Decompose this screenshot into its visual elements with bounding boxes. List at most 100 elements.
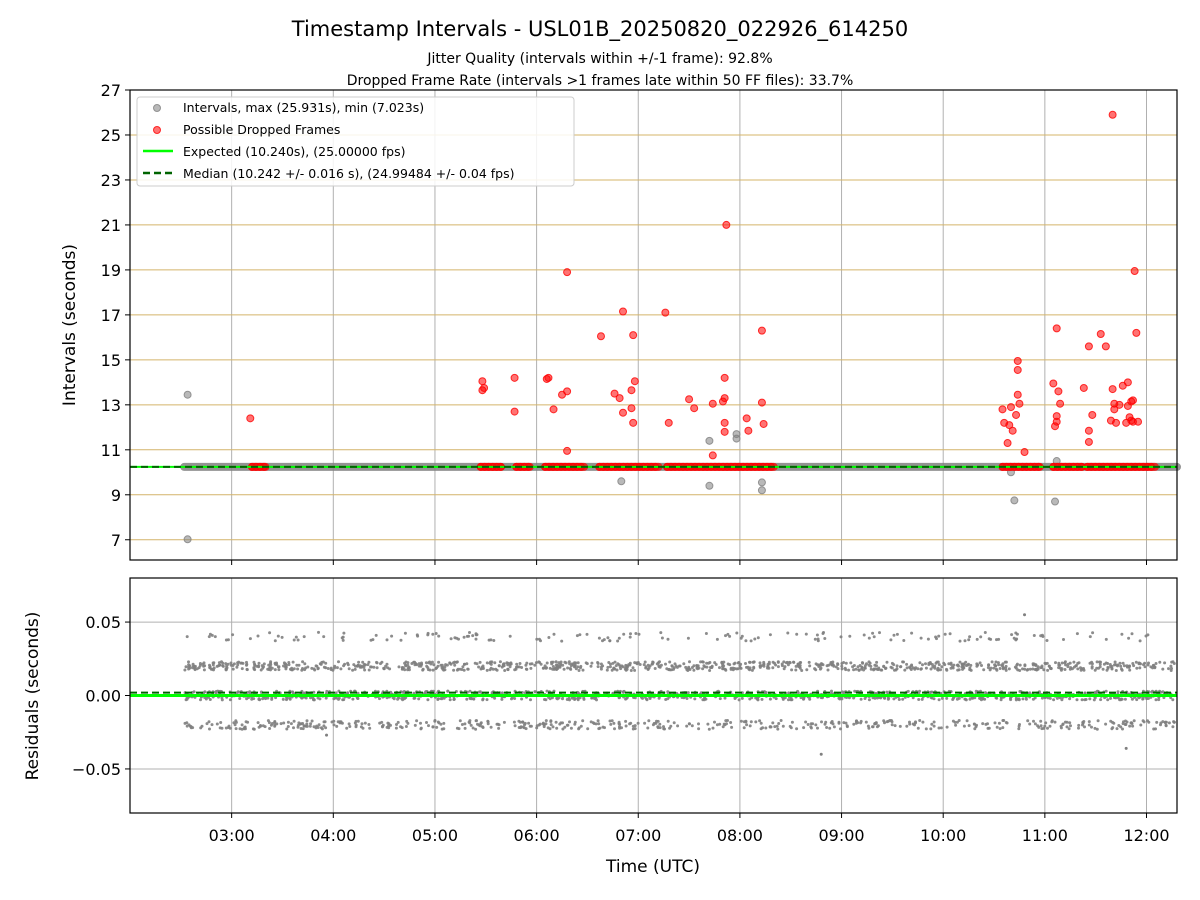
residual-point (863, 697, 867, 700)
residual-point (1080, 698, 1084, 702)
residual-point (406, 661, 410, 665)
residual-point (415, 719, 419, 723)
residual-point (674, 664, 678, 668)
residual-point (374, 633, 378, 637)
residual-point (744, 639, 748, 643)
residual-point (267, 721, 271, 725)
residual-point (517, 726, 521, 729)
residual-point (871, 631, 875, 635)
bottom-ylabel: Residuals (seconds) (23, 612, 43, 781)
residual-point (590, 696, 594, 700)
residual-point (212, 661, 216, 665)
residual-point (841, 690, 844, 694)
residual-point (563, 725, 567, 729)
residual-point (523, 721, 527, 725)
residual-point (506, 663, 510, 667)
residual-point (897, 698, 901, 701)
residual-point (724, 719, 728, 723)
dropped-frame-point (544, 373, 553, 382)
residual-point (296, 725, 300, 729)
residual-point (840, 664, 844, 668)
residual-point (314, 664, 318, 668)
residual-point (477, 690, 481, 694)
residual-point (273, 721, 277, 724)
residual-point (1033, 696, 1037, 700)
residual-point (329, 668, 333, 671)
residual-point (771, 721, 775, 725)
residual-point (750, 668, 754, 672)
residual-point (1077, 726, 1080, 730)
residual-point (687, 722, 691, 726)
residual-point (1024, 697, 1028, 701)
dropped-frame-point (627, 404, 636, 413)
residual-point (510, 696, 514, 700)
residual-point (305, 722, 309, 726)
residual-point (1171, 698, 1175, 702)
x-tick-label: 11:00 (1022, 826, 1068, 845)
residual-point (665, 667, 669, 671)
residual-point (664, 662, 667, 666)
residual-point (322, 635, 326, 639)
residual-point (1098, 660, 1101, 664)
residual-point (613, 660, 617, 664)
residual-point (213, 635, 217, 639)
residual-point (939, 668, 942, 672)
residual-point (521, 720, 525, 724)
residual-point (1015, 632, 1019, 636)
residual-point (1077, 661, 1081, 665)
residual-point (921, 663, 924, 667)
residual-point (284, 665, 288, 669)
residual-point (815, 663, 819, 667)
residual-point (356, 696, 360, 700)
residual-point (316, 696, 320, 700)
residual-point (884, 667, 887, 670)
residual-point (989, 666, 993, 670)
dropped-frame-point (1088, 410, 1097, 419)
residual-point (226, 726, 230, 729)
residual-point (319, 726, 323, 730)
residual-point (788, 661, 792, 665)
residual-point (940, 665, 944, 669)
residual-point (481, 664, 485, 668)
residual-point (518, 662, 522, 665)
residual-point (1033, 722, 1037, 726)
residual-point (930, 722, 934, 726)
residual-point (500, 697, 504, 701)
residual-point (437, 660, 441, 664)
residual-point (474, 727, 478, 731)
residual-point (585, 632, 589, 636)
x-tick-label: 06:00 (514, 826, 560, 845)
residual-point (1090, 665, 1094, 669)
residual-point (320, 660, 324, 664)
residual-point (1104, 689, 1108, 693)
residual-point (241, 661, 245, 665)
residual-point (888, 719, 892, 722)
residual-point (431, 725, 435, 729)
residual-point (653, 667, 657, 670)
residual-point (751, 660, 755, 664)
residual-point (208, 727, 211, 731)
residual-point (424, 661, 428, 665)
residual-point (636, 721, 640, 725)
residual-point (361, 660, 365, 664)
dropped-frame-point (720, 373, 729, 382)
residual-point (1069, 666, 1073, 670)
residual-point (439, 663, 443, 667)
residual-point (1044, 721, 1048, 725)
residual-point (1001, 667, 1005, 671)
residual-point (965, 719, 969, 723)
residual-point (296, 667, 300, 671)
residual-point (372, 665, 376, 669)
bottom-plot-frame (129, 577, 1178, 814)
residual-point (471, 726, 475, 730)
residual-point (643, 721, 647, 725)
residual-point (285, 727, 289, 731)
legend-median-label: Median (10.242 +/- 0.016 s), (24.99484 +… (183, 166, 514, 181)
dropped-frame-point (1108, 385, 1117, 394)
residual-point (290, 666, 294, 670)
dropped-frame-point (664, 418, 673, 427)
residual-point (966, 663, 970, 667)
residual-point (960, 665, 964, 669)
residual-point (599, 665, 603, 669)
dropped-frame-point (708, 451, 717, 460)
